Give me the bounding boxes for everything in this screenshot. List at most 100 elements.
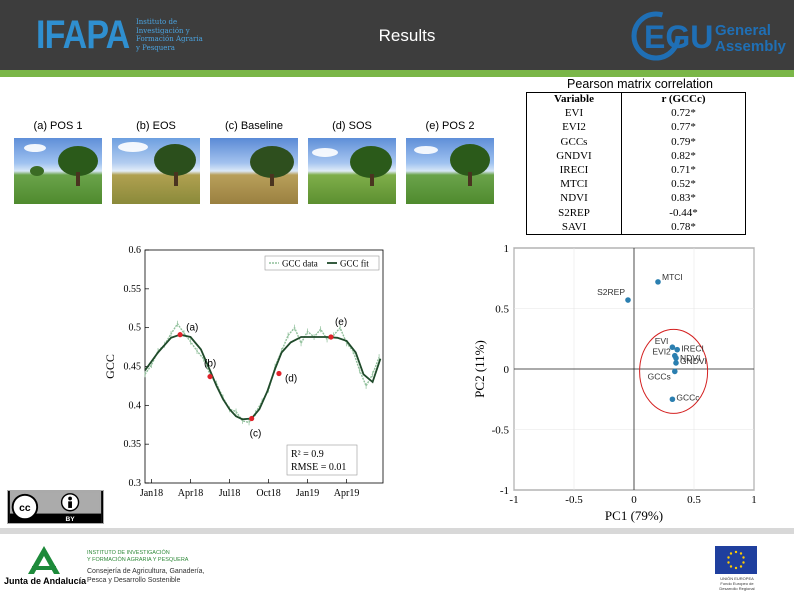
table-row: GNDVI 0.82* xyxy=(526,149,746,164)
variable-cell: SAVI xyxy=(526,220,622,235)
plot-area xyxy=(144,249,384,484)
x-tick-label: 0 xyxy=(631,494,637,506)
x-tick-label: Oct18 xyxy=(256,488,280,499)
phenophase-marker xyxy=(177,332,183,338)
r-value-cell: 0.72* xyxy=(621,106,746,121)
correlation-table: Variable r (GCCc) EVI 0.72* EVI2 0.77* GCC… xyxy=(526,91,746,235)
y-tick-label: 0.55 xyxy=(124,284,142,295)
photo-label: (e) POS 2 xyxy=(425,120,475,132)
r-value-cell: 0.79* xyxy=(621,135,746,150)
egu-logo-line2: Assembly xyxy=(715,38,787,55)
table-row: SAVI 0.78* xyxy=(526,220,746,235)
phenophase-marker xyxy=(249,415,255,422)
column-header: r (GCCc) xyxy=(621,91,746,107)
series-gcc-fit xyxy=(144,333,382,421)
institute-name: INSTITUTO DE INVESTIGACIÓN Y FORMACIÓN A… xyxy=(87,550,189,563)
r-value-cell: 0.83* xyxy=(621,191,746,206)
r-value-cell: 0.77* xyxy=(621,120,746,136)
landscape-photo xyxy=(406,138,494,204)
photo-label: (b) EOS xyxy=(136,120,176,132)
r-value-cell: 0.82* xyxy=(621,149,746,164)
r-squared-label: R² = 0.9 xyxy=(291,449,324,460)
phenophase-marker xyxy=(328,334,334,340)
y-axis-label: GCC xyxy=(103,354,117,379)
legend-box xyxy=(264,255,380,271)
by-label: BY xyxy=(66,516,76,523)
pca-point-label: IRECI xyxy=(681,344,704,354)
pca-biplot-chart: -1 -0.5 0 0.5 1 -1 -0.5 0 0.5 1 PC1 (79%) PC2 (11%)… xyxy=(472,243,757,523)
egu-logo: EGU General Assembly xyxy=(631,11,787,61)
variable-cell: EVI xyxy=(526,106,622,121)
legend-label: GCC fit xyxy=(340,259,369,269)
legend-label: GCC data xyxy=(282,259,318,269)
variable-cell: GNDVI xyxy=(526,149,622,164)
variable-cell: S2REP xyxy=(526,206,622,221)
table-row: IRECI 0.71* xyxy=(526,163,746,178)
y-tick-label: 0.45 xyxy=(124,362,142,373)
pca-point xyxy=(655,279,661,285)
accent-bar xyxy=(0,70,794,77)
header-bar: IFAPA Instituto de Investigación y Forma… xyxy=(0,0,794,70)
consejeria-name: Consejería de Agricultura, Ganadería, Pe… xyxy=(87,568,205,584)
pca-point-label: GCCs xyxy=(648,371,671,381)
y-tick-label: 0.4 xyxy=(129,400,142,411)
pca-point xyxy=(674,346,680,353)
egu-logo-text: EGU xyxy=(644,19,713,55)
photo-baseline: (c) Baseline xyxy=(210,118,298,204)
pca-point-label: GNDVI xyxy=(680,356,707,366)
table-row: S2REP -0.44* xyxy=(526,206,746,221)
eu-flag-icon xyxy=(715,546,757,574)
photo-label: (c) Baseline xyxy=(224,120,284,132)
correlation-table-title: Pearson matrix correlation xyxy=(567,77,713,91)
table-row: MTCI 0.52* xyxy=(526,177,746,192)
y-tick-label: 0.35 xyxy=(124,439,142,450)
pca-point-label: S2REP xyxy=(597,287,625,297)
x-tick-label: -0.5 xyxy=(565,494,583,506)
pca-point-label: MTCI xyxy=(662,272,683,282)
egu-logo-line1: General xyxy=(715,22,771,39)
x-tick-label: 1 xyxy=(751,494,757,506)
r-value-cell: 0.71* xyxy=(621,163,746,178)
pca-point xyxy=(673,360,679,366)
page-title: Results xyxy=(378,26,436,45)
r-value-cell: -0.44* xyxy=(621,206,746,221)
variable-cell: NDVI xyxy=(526,191,622,206)
x-tick-label: 0.5 xyxy=(687,494,701,506)
variable-cell: EVI2 xyxy=(526,120,622,136)
x-axis-label: PC1 (79%) xyxy=(605,508,663,523)
pca-point xyxy=(669,344,676,351)
pca-point xyxy=(625,297,631,303)
pca-point xyxy=(672,368,678,375)
photo-sos: (d) SOS xyxy=(308,118,396,204)
landscape-photo xyxy=(308,138,396,204)
photo-eos: (b) EOS xyxy=(112,118,200,204)
r-value-cell: 0.52* xyxy=(621,177,746,192)
photo-label: (a) POS 1 xyxy=(33,120,83,132)
cc-icon: cc xyxy=(19,503,31,514)
phenophase-label: (c) xyxy=(250,429,262,440)
phenophase-label: (d) xyxy=(285,373,297,384)
phenophase-label: (e) xyxy=(335,317,347,328)
r-value-cell: 0.78* xyxy=(621,220,746,235)
phenophase-marker xyxy=(207,373,213,380)
ifapa-logo: IFAPA Instituto de Investigación y Forma… xyxy=(36,14,206,56)
landscape-photo xyxy=(210,138,298,204)
pca-point xyxy=(669,396,676,403)
y-tick-label: 0.3 xyxy=(129,478,142,489)
footer: Junta de Andalucía INSTITUTO DE INVESTIG… xyxy=(0,528,794,595)
y-tick-label: -1 xyxy=(500,485,509,497)
y-tick-label: -0.5 xyxy=(492,425,510,437)
variable-cell: IRECI xyxy=(526,163,622,178)
variable-cell: MTCI xyxy=(526,177,622,192)
landscape-photo xyxy=(14,138,102,204)
eu-caption: UNIÓN EUROPEA Fondo Europeo de Desarroll… xyxy=(719,576,755,591)
phenophase-marker xyxy=(276,370,282,377)
photo-label: (d) SOS xyxy=(332,120,372,132)
phenophase-label: (a) xyxy=(186,323,198,334)
highlight-circle xyxy=(639,328,709,414)
pca-point-label: EVI xyxy=(655,336,669,346)
ifapa-logo-text: IFAPA xyxy=(36,13,130,57)
rmse-label: RMSE = 0.01 xyxy=(291,462,346,473)
cc-by-license-badge: cc BY xyxy=(7,490,104,524)
stats-box xyxy=(286,444,358,476)
